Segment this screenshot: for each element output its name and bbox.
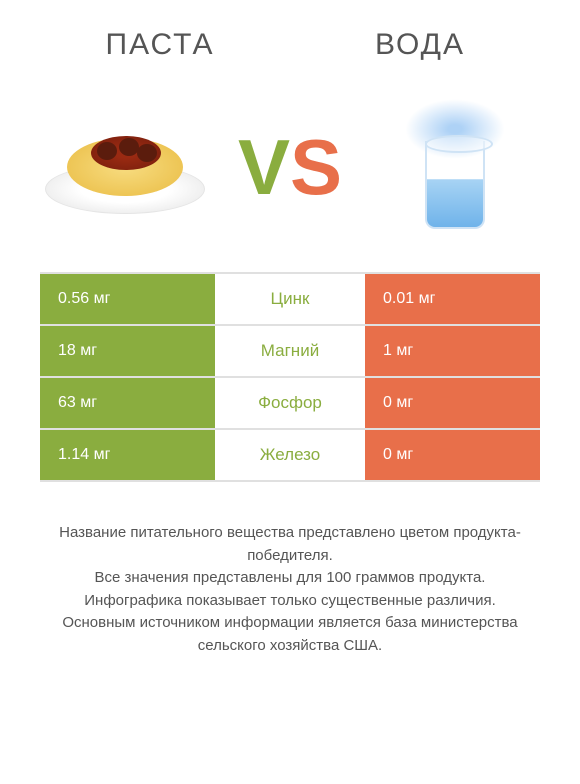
table-row: 1.14 мг Железо 0 мг [40, 430, 540, 482]
value-right: 0.01 мг [365, 274, 540, 324]
table-row: 18 мг Магний 1 мг [40, 326, 540, 378]
vs-v: V [238, 123, 290, 211]
water-icon [395, 97, 515, 237]
vs-label: VS [230, 128, 350, 206]
value-left: 1.14 мг [40, 430, 215, 480]
product-image-right [350, 92, 560, 242]
table-row: 0.56 мг Цинк 0.01 мг [40, 274, 540, 326]
title-right: ВОДА [290, 28, 550, 62]
value-right: 1 мг [365, 326, 540, 376]
footer-line: Все значения представлены для 100 граммо… [40, 567, 540, 590]
product-image-left [20, 92, 230, 242]
value-right: 0 мг [365, 378, 540, 428]
footer-line: Инфографика показывает только существенн… [40, 590, 540, 613]
nutrient: Цинк [215, 274, 365, 324]
nutrient: Фосфор [215, 378, 365, 428]
value-right: 0 мг [365, 430, 540, 480]
vs-s: S [290, 123, 342, 211]
footer-line: Основным источником информации является … [40, 612, 540, 657]
pasta-icon [45, 112, 205, 222]
nutrient: Железо [215, 430, 365, 480]
footer-notes: Название питательного вещества представл… [40, 522, 540, 657]
hero-row: VS [0, 72, 580, 272]
table-row: 63 мг Фосфор 0 мг [40, 378, 540, 430]
value-left: 18 мг [40, 326, 215, 376]
titles-row: ПАСТА ВОДА [0, 0, 580, 72]
footer-line: Название питательного вещества представл… [40, 522, 540, 567]
value-left: 0.56 мг [40, 274, 215, 324]
comparison-table: 0.56 мг Цинк 0.01 мг 18 мг Магний 1 мг 6… [40, 272, 540, 482]
nutrient: Магний [215, 326, 365, 376]
title-left: ПАСТА [30, 28, 290, 62]
value-left: 63 мг [40, 378, 215, 428]
